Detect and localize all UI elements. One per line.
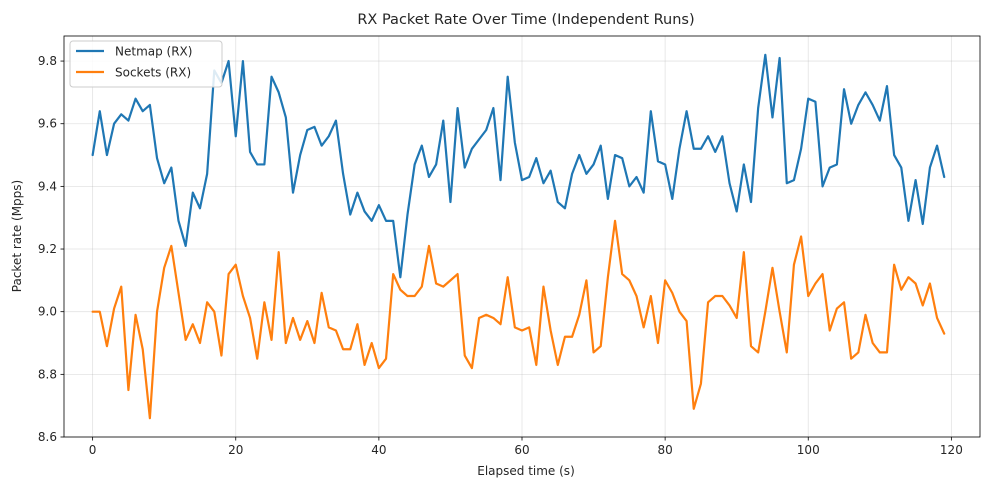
y-tick-label: 9.6 bbox=[38, 117, 57, 131]
x-tick-label: 40 bbox=[371, 443, 386, 457]
series-line-netmap-rx bbox=[91, 53, 946, 279]
y-tick-label: 8.8 bbox=[38, 367, 57, 381]
y-tick-label: 9.4 bbox=[38, 179, 57, 193]
y-tick-label: 9.0 bbox=[38, 305, 57, 319]
x-tick-label: 0 bbox=[89, 443, 97, 457]
x-tick-label: 20 bbox=[228, 443, 243, 457]
axis-ticks: 0 20 40 60 80 100 120 8.6 8.8 9.0 9.2 9.4 9.6 9.8 bbox=[38, 54, 963, 457]
y-tick-label: 9.8 bbox=[38, 54, 57, 68]
legend-box bbox=[69, 40, 223, 88]
series-lines bbox=[91, 53, 946, 420]
x-tick-label: 80 bbox=[657, 443, 672, 457]
y-axis-title: Packet rate (Mpps) bbox=[10, 180, 24, 292]
x-tick-label: 100 bbox=[797, 443, 820, 457]
x-tick-label: 60 bbox=[514, 443, 529, 457]
legend: Netmap (RX) Sockets (RX) bbox=[69, 40, 223, 88]
y-tick-label: 8.6 bbox=[38, 430, 57, 444]
legend-label-sockets: Sockets (RX) bbox=[115, 66, 191, 80]
y-tick-label: 9.2 bbox=[38, 242, 57, 256]
chart-title: RX Packet Rate Over Time (Independent Ru… bbox=[357, 12, 694, 28]
x-axis-title: Elapsed time (s) bbox=[477, 464, 575, 478]
legend-label-netmap: Netmap (RX) bbox=[115, 45, 192, 59]
x-tick-label: 120 bbox=[940, 443, 963, 457]
series-line-sockets-rx bbox=[91, 219, 946, 420]
